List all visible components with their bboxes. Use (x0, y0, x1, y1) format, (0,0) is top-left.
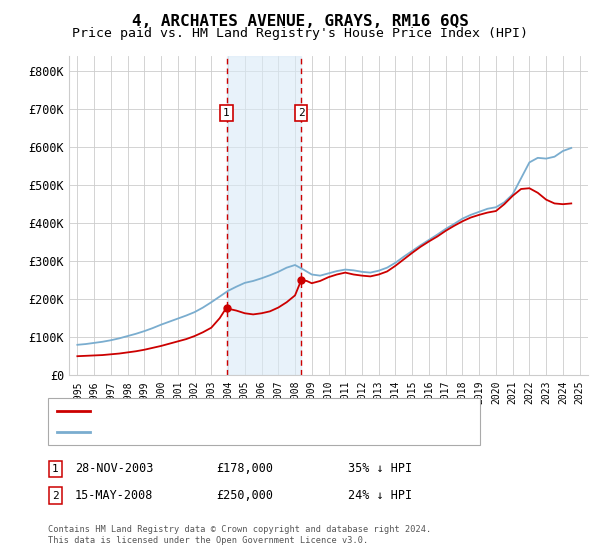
Text: 4, ARCHATES AVENUE, GRAYS, RM16 6QS: 4, ARCHATES AVENUE, GRAYS, RM16 6QS (131, 14, 469, 29)
Text: 1: 1 (223, 108, 230, 118)
Text: HPI: Average price, detached house, Thurrock: HPI: Average price, detached house, Thur… (96, 427, 371, 437)
Text: £250,000: £250,000 (216, 489, 273, 502)
Text: 15-MAY-2008: 15-MAY-2008 (75, 489, 154, 502)
Bar (227, 56, 301, 375)
Text: Price paid vs. HM Land Registry's House Price Index (HPI): Price paid vs. HM Land Registry's House … (72, 27, 528, 40)
Text: 4, ARCHATES AVENUE, GRAYS, RM16 6QS (detached house): 4, ARCHATES AVENUE, GRAYS, RM16 6QS (det… (96, 406, 421, 416)
Text: £178,000: £178,000 (216, 462, 273, 475)
Text: 1: 1 (52, 464, 59, 474)
Text: Contains HM Land Registry data © Crown copyright and database right 2024.
This d: Contains HM Land Registry data © Crown c… (48, 525, 431, 545)
Text: 2: 2 (52, 491, 59, 501)
Text: 2: 2 (298, 108, 305, 118)
Text: 28-NOV-2003: 28-NOV-2003 (75, 462, 154, 475)
Text: 35% ↓ HPI: 35% ↓ HPI (348, 462, 412, 475)
Text: 24% ↓ HPI: 24% ↓ HPI (348, 489, 412, 502)
